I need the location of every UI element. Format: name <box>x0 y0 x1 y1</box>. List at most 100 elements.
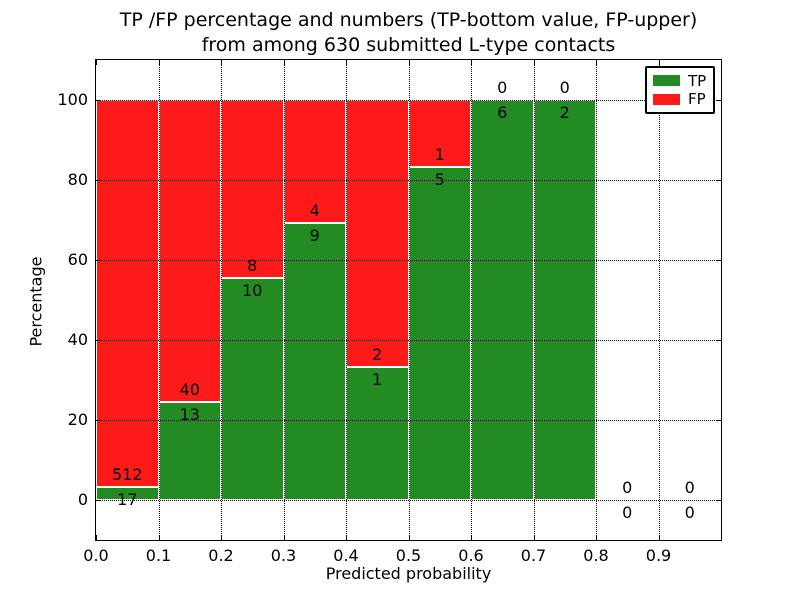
legend-label-tp: TP <box>688 71 707 90</box>
x-tick-label: 0.9 <box>645 546 672 565</box>
tp-count-label: 9 <box>309 226 320 246</box>
bar-segment-fp <box>346 100 409 367</box>
fp-count-label: 0 <box>684 478 695 497</box>
x-tick-mark-bottom <box>221 535 222 540</box>
fp-count-label: 0 <box>559 78 570 97</box>
y-tick-label: 100 <box>57 90 88 109</box>
legend-swatch-fp <box>653 93 680 105</box>
gridline-vertical <box>471 60 472 540</box>
x-tick-mark-bottom <box>409 535 410 540</box>
tp-count-label: 0 <box>622 503 633 522</box>
tp-count-label: 1 <box>372 369 383 389</box>
y-tick-label: 40 <box>67 330 88 349</box>
y-tick-mark-right <box>716 260 721 261</box>
y-tick-mark-left <box>96 180 101 181</box>
x-tick-mark-top <box>159 60 160 65</box>
x-axis-label: Predicted probability <box>325 564 492 583</box>
chart-title-line2: from among 630 submitted L-type contacts <box>201 34 616 56</box>
y-tick-mark-right <box>716 180 721 181</box>
bar-segment-tp <box>533 100 596 500</box>
bar-segment-tp <box>158 401 221 500</box>
gridline-vertical <box>221 60 222 540</box>
x-tick-mark-top <box>471 60 472 65</box>
x-tick-mark-bottom <box>346 535 347 540</box>
x-tick-mark-top <box>409 60 410 65</box>
x-tick-mark-top <box>221 60 222 65</box>
y-tick-mark-left <box>96 260 101 261</box>
bar-segment-tp <box>471 100 534 500</box>
y-tick-mark-right <box>716 420 721 421</box>
x-tick-label: 0.4 <box>333 546 359 565</box>
x-tick-label: 0.7 <box>520 546 547 565</box>
bar-segment-tp <box>221 277 284 500</box>
legend-swatch-tp <box>653 75 680 87</box>
fp-count-label: 1 <box>434 144 445 164</box>
x-tick-mark-bottom <box>721 535 722 540</box>
bar-segment-tp <box>408 166 471 500</box>
y-tick-mark-left <box>96 500 101 501</box>
gridline-vertical <box>408 60 410 540</box>
x-tick-mark-bottom <box>284 535 285 540</box>
y-axis-label: Percentage <box>26 256 46 347</box>
x-tick-label: 0.3 <box>270 546 297 565</box>
tp-count-label: 2 <box>559 103 570 122</box>
y-tick-mark-left <box>96 100 101 101</box>
gridline-vertical <box>596 60 597 540</box>
x-tick-mark-top <box>96 60 97 65</box>
y-tick-mark-left <box>96 420 101 421</box>
y-tick-label: 0 <box>77 490 88 509</box>
x-tick-label: 0.2 <box>208 546 234 565</box>
chart-title-line1: TP /FP percentage and numbers (TP-bottom… <box>119 9 698 31</box>
tp-count-label: 13 <box>179 404 200 424</box>
bar-segment-fp <box>158 100 221 402</box>
x-tick-mark-top <box>346 60 347 65</box>
chart-title: TP /FP percentage and numbers (TP-bottom… <box>96 8 721 58</box>
x-tick-mark-top <box>534 60 535 65</box>
bar-segment-fp <box>96 100 159 488</box>
x-tick-mark-bottom <box>159 535 160 540</box>
tp-count-label: 0 <box>684 503 695 522</box>
x-tick-label: 0.0 <box>83 546 109 565</box>
x-tick-mark-top <box>596 60 597 65</box>
legend-item-tp: TP <box>653 73 707 89</box>
y-tick-label: 20 <box>67 410 88 429</box>
gridline-vertical <box>283 60 285 540</box>
y-tick-mark-right <box>716 500 721 501</box>
x-tick-mark-bottom <box>596 535 597 540</box>
gridline-vertical <box>533 60 535 540</box>
legend: TP FP <box>645 66 715 114</box>
gridline-vertical <box>346 60 347 540</box>
fp-count-label: 512 <box>111 465 143 485</box>
x-tick-label: 0.8 <box>583 546 609 565</box>
tp-count-label: 10 <box>242 280 263 300</box>
fp-count-label: 4 <box>309 201 320 221</box>
x-tick-mark-bottom <box>471 535 472 540</box>
y-tick-mark-left <box>96 340 101 341</box>
tp-count-label: 5 <box>434 169 445 189</box>
x-tick-mark-bottom <box>96 535 97 540</box>
x-tick-label: 0.5 <box>395 546 422 565</box>
bar-segment-fp <box>283 100 346 224</box>
x-tick-mark-bottom <box>534 535 535 540</box>
bar-segment-fp <box>221 100 284 278</box>
x-tick-label: 0.1 <box>145 546 172 565</box>
gridline-vertical <box>658 60 660 540</box>
y-tick-mark-right <box>716 100 721 101</box>
gridline-vertical <box>158 60 160 540</box>
x-tick-mark-top <box>721 60 722 65</box>
x-tick-mark-top <box>284 60 285 65</box>
tp-count-label: 6 <box>497 103 508 122</box>
y-tick-label: 80 <box>67 170 88 189</box>
x-tick-mark-bottom <box>659 535 660 540</box>
bar-segment-tp <box>283 223 346 500</box>
fp-count-label: 8 <box>247 255 258 275</box>
fp-count-label: 2 <box>372 344 383 364</box>
plot-area: 512 17 40 13 8 10 4 9 2 1 1 5 0 6 0 2 0 0 0 0 <box>95 59 722 541</box>
y-tick-label: 60 <box>67 250 88 269</box>
fp-count-label: 40 <box>179 379 200 399</box>
y-tick-mark-right <box>716 340 721 341</box>
fp-count-label: 0 <box>622 478 633 497</box>
fp-count-label: 0 <box>497 78 508 97</box>
bar-segment-tp <box>96 487 159 500</box>
